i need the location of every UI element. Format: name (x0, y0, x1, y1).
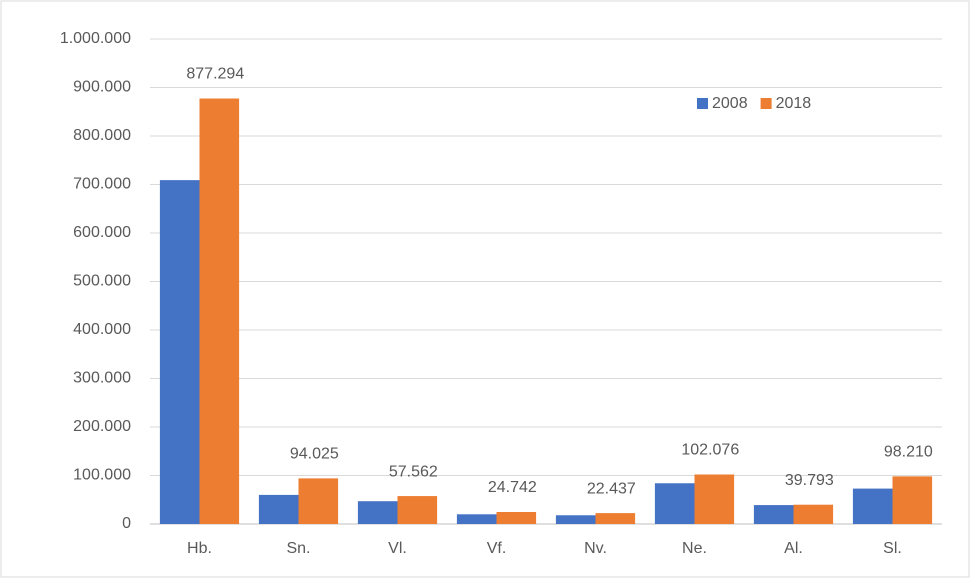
x-tick-label: Al. (784, 540, 803, 557)
data-label: 22.437 (587, 480, 636, 497)
bar (456, 514, 497, 524)
x-tick-label: Hb. (187, 540, 212, 557)
bar (199, 98, 240, 524)
legend-swatch (697, 98, 708, 109)
data-label: 98.210 (884, 444, 933, 461)
legend-label: 2018 (776, 95, 812, 112)
x-tick-label: Vf. (487, 540, 507, 557)
bar (753, 505, 794, 524)
data-label: 57.562 (389, 463, 438, 480)
bar (159, 180, 200, 524)
bar (694, 474, 735, 524)
legend-label: 2008 (712, 95, 748, 112)
y-tick-label: 900.000 (73, 79, 131, 96)
y-tick-label: 200.000 (73, 418, 131, 435)
x-tick-label: Nv. (584, 540, 607, 557)
bar (892, 476, 933, 524)
data-label: 39.793 (785, 472, 834, 489)
y-tick-label: 100.000 (73, 467, 131, 484)
bar (258, 494, 299, 524)
y-tick-label: 0 (122, 515, 131, 532)
y-tick-label: 300.000 (73, 370, 131, 387)
data-label: 94.025 (290, 446, 339, 463)
bar (793, 504, 834, 524)
x-tick-label: Ne. (682, 540, 707, 557)
bar (357, 501, 398, 524)
data-label: 102.076 (681, 442, 739, 459)
x-tick-label: Vl. (388, 540, 407, 557)
y-tick-label: 600.000 (73, 224, 131, 241)
bar (496, 512, 537, 524)
x-tick-label: Sn. (286, 540, 310, 557)
y-tick-label: 1.000.000 (60, 30, 131, 47)
data-label: 877.294 (186, 66, 244, 83)
bar (397, 496, 438, 524)
bar (555, 515, 596, 524)
y-tick-label: 500.000 (73, 273, 131, 290)
data-label: 24.742 (488, 479, 537, 496)
bar (298, 478, 339, 524)
legend-swatch (760, 98, 772, 109)
bar (654, 483, 695, 524)
y-tick-label: 800.000 (73, 127, 131, 144)
y-tick-label: 700.000 (73, 176, 131, 193)
bar (852, 488, 893, 524)
x-tick-label: Sl. (883, 540, 902, 557)
bar (595, 513, 636, 524)
y-tick-label: 400.000 (73, 321, 131, 338)
